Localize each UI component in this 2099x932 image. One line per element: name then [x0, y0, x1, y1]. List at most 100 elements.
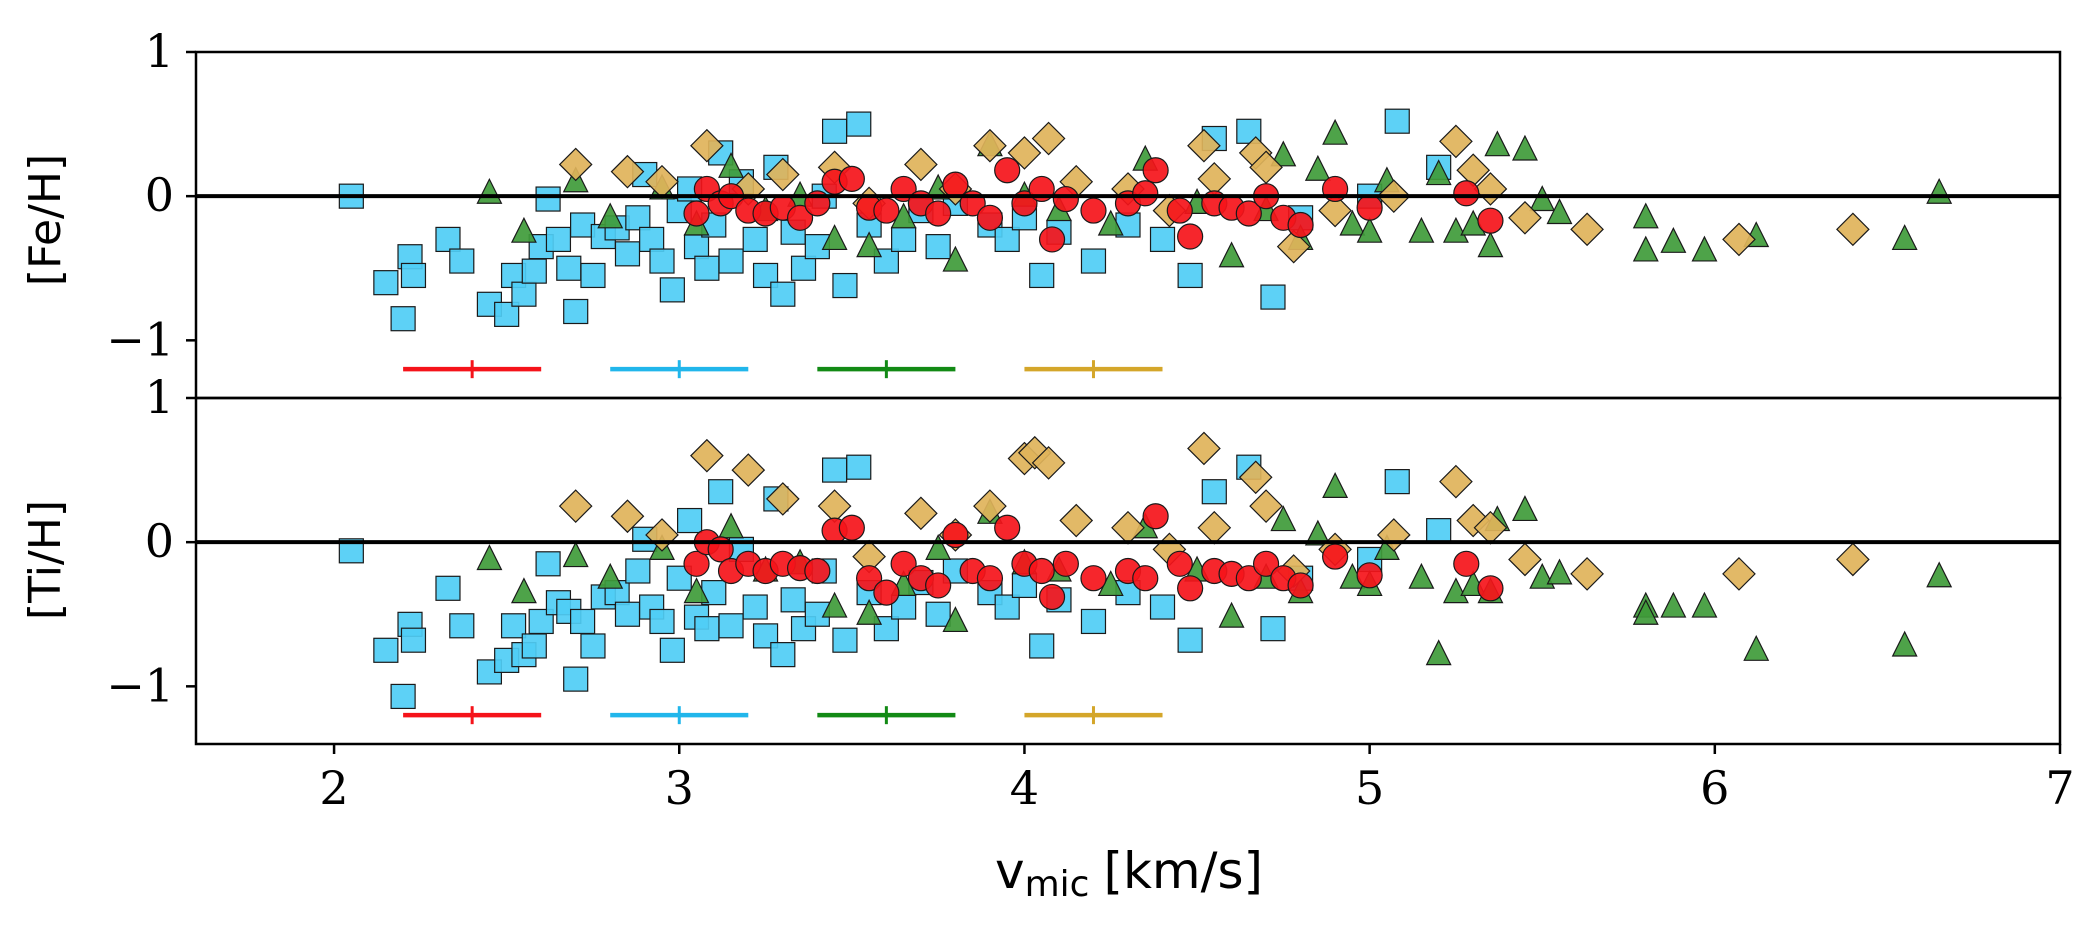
triangles-point-35 [1511, 134, 1538, 161]
squares-point-18 [580, 262, 606, 289]
diamonds-point-30 [1836, 542, 1870, 577]
triangles-point-33 [1477, 231, 1504, 258]
diamonds-point-1 [610, 499, 645, 534]
y-tick-label-1: 0 [145, 514, 174, 568]
squares-point-44 [832, 272, 858, 299]
triangles-point-5 [683, 577, 710, 604]
squares-point-22 [625, 558, 651, 584]
squares-point-63 [1260, 284, 1286, 310]
diamonds-point-10 [973, 489, 1007, 523]
squares-point-50 [925, 601, 951, 627]
diamonds-point-8 [904, 496, 938, 531]
triangles-point-43 [1891, 224, 1918, 251]
triangles-point-34 [1484, 130, 1511, 157]
triangles-point-12 [925, 534, 952, 560]
squares-point-9 [500, 613, 527, 639]
triangles-point-9 [821, 224, 848, 251]
diamonds-point-19 [1238, 460, 1273, 495]
squares-point-39 [780, 587, 806, 613]
panel-ti-h: 1 0 −1 2 3 4 5 6 7 [Ti/H] [20, 370, 2075, 815]
squares-point-66 [1384, 108, 1410, 134]
ti-h-y-ticks: 1 0 −1 [106, 370, 196, 712]
x-tick-label-4: 6 [1700, 761, 1729, 815]
circles-point-19 [994, 514, 1021, 541]
circles-point-36 [1322, 543, 1349, 570]
y-tick-label-2: −1 [106, 312, 174, 366]
diamonds-point-24 [1439, 464, 1473, 499]
circles-point-23 [1052, 185, 1079, 213]
squares-point-25 [649, 248, 675, 274]
circles-point-24 [1080, 197, 1107, 224]
squares-point-33 [718, 613, 744, 639]
triangles-point-0 [476, 544, 503, 571]
fe-h-markers [338, 108, 1953, 332]
diamonds-point-20 [1249, 489, 1283, 523]
squares-point-18 [580, 633, 606, 659]
panel-fe-h: 1 0 −1 [Fe/H] [20, 24, 2062, 400]
triangles-point-1 [510, 577, 537, 604]
triangles-point-10 [856, 598, 883, 625]
triangles-point-6 [718, 151, 745, 178]
triangles-point-20 [1218, 601, 1245, 628]
triangles-point-43 [1891, 630, 1918, 657]
squares-point-43 [821, 118, 848, 144]
triangles-point-31 [1442, 577, 1469, 604]
squares-point-1 [373, 637, 399, 663]
squares-point-17 [570, 608, 596, 635]
squares-point-2 [390, 306, 416, 332]
squares-point-50 [925, 234, 951, 260]
x-tick-label-1: 3 [665, 761, 694, 815]
squares-point-35 [742, 226, 768, 253]
triangles-point-24 [1304, 154, 1331, 181]
squares-point-60 [1177, 262, 1203, 289]
y-tick-label-2: −1 [106, 658, 174, 712]
triangles-point-10 [856, 231, 883, 258]
diamonds-point-28 [1722, 222, 1756, 257]
x-axis-label-units: [km/s] [1103, 842, 1263, 900]
triangles-point-1 [510, 216, 537, 243]
squares-point-44 [832, 627, 858, 653]
triangles-point-6 [718, 512, 745, 539]
fe-h-y-ticks: 1 0 −1 [106, 24, 196, 366]
fe-h-error-bars [403, 360, 1163, 379]
circles-point-38 [1453, 180, 1480, 207]
squares-point-15 [556, 255, 582, 281]
ti-h-error-bars [403, 706, 1163, 725]
triangles-point-39 [1632, 598, 1659, 625]
squares-point-53 [994, 594, 1020, 620]
squares-point-33 [718, 248, 744, 274]
circles-point-22 [1038, 226, 1066, 253]
triangles-point-25 [1322, 472, 1349, 498]
squares-point-13 [535, 551, 561, 577]
diamonds-point-0 [558, 489, 593, 523]
diamonds-point-1 [610, 154, 645, 189]
y-tick-label-0: 1 [145, 370, 174, 424]
circles-point-29 [1177, 575, 1204, 602]
ti-h-markers [338, 431, 1953, 710]
circles-point-12 [873, 197, 900, 224]
squares-point-11 [521, 258, 547, 284]
y-tick-label-0: 1 [145, 24, 174, 78]
circles-point-15 [925, 572, 952, 599]
squares-point-2 [390, 683, 416, 710]
squares-point-57 [1080, 608, 1107, 635]
triangles-point-30 [1425, 159, 1452, 186]
triangles-point-20 [1218, 241, 1245, 268]
squares-point-43 [821, 457, 848, 483]
ti-h-y-axis-label: [Ti/H] [20, 500, 71, 620]
squares-point-32 [708, 479, 734, 505]
triangles-point-37 [1546, 198, 1573, 225]
squares-point-4 [400, 627, 427, 653]
squares-point-6 [449, 613, 475, 639]
diamonds-point-16 [1187, 128, 1221, 163]
squares-point-59 [1149, 594, 1176, 620]
squares-point-14 [545, 226, 572, 253]
triangles-point-37 [1546, 558, 1573, 585]
circles-point-28 [1166, 550, 1193, 577]
squares-point-26 [659, 277, 685, 303]
x-tick-label-5: 7 [2045, 761, 2074, 815]
triangles-point-42 [1743, 634, 1770, 661]
triangles-point-22 [1270, 505, 1297, 532]
squares-point-13 [535, 186, 561, 212]
triangles-point-35 [1511, 495, 1538, 522]
